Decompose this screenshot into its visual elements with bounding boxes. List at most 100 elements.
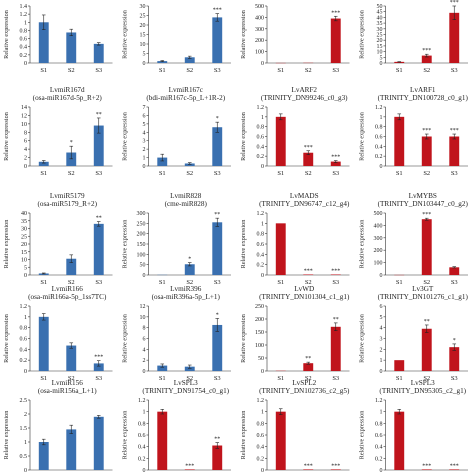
bar-s3 xyxy=(212,324,223,371)
y-tick-label: 1.2 xyxy=(20,304,28,310)
significance-label: *** xyxy=(450,0,459,6)
y-tick-label: 0.8 xyxy=(257,421,265,427)
chart-title-13-2: (osa-miR166a-5p_1ss7TC) xyxy=(28,293,107,301)
significance-label: *** xyxy=(304,145,313,151)
bar-s2 xyxy=(303,363,314,371)
y-tick-label: 0.2 xyxy=(257,263,265,269)
y-tick-label: 12 xyxy=(140,304,146,310)
x-tick-label: S1 xyxy=(40,375,47,382)
x-tick-label: S3 xyxy=(214,170,221,177)
y-tick-label: 10 xyxy=(21,122,27,128)
y-tick-label: 1.2 xyxy=(375,105,383,111)
chart-title-8-2: (TRINITY_DN100728_c0_g1) xyxy=(378,94,469,102)
y-tick-label: 0 xyxy=(143,164,146,170)
bar-s1 xyxy=(394,61,405,63)
y-tick-label: 0.6 xyxy=(20,37,28,43)
y-axis-label-18: Relative expression xyxy=(122,411,129,460)
chart-title-10-1: LvmiR828 xyxy=(170,192,202,200)
x-tick-label: S1 xyxy=(277,170,284,177)
chart-panel-8: LvARF1(TRINITY_DN100728_c0_g1) Relative e… xyxy=(359,86,469,177)
significance-label: ** xyxy=(333,317,339,323)
x-tick-label: S3 xyxy=(451,279,458,286)
y-tick-label: 0.8 xyxy=(257,125,265,131)
bar-s3 xyxy=(93,223,104,275)
y-tick-label: 12 xyxy=(21,113,27,119)
y-axis-label-20: Relative expression xyxy=(359,411,366,460)
y-tick-label: 5 xyxy=(143,122,146,128)
x-tick-label: S2 xyxy=(68,279,75,286)
y-tick-label: 0.6 xyxy=(138,433,146,439)
bar-s1 xyxy=(157,61,168,63)
x-tick-label: S2 xyxy=(423,67,430,74)
y-tick-label: 1 xyxy=(261,410,264,416)
y-tick-label: 0.2 xyxy=(20,53,28,59)
y-axis-label-19: Relative expression xyxy=(240,411,247,460)
bar-s3 xyxy=(449,267,460,275)
y-tick-label: 0.8 xyxy=(20,326,28,332)
x-tick-label: S3 xyxy=(332,170,339,177)
bar-s2 xyxy=(303,469,314,470)
y-tick-label: 0.2 xyxy=(138,456,146,462)
y-tick-label: 1.2 xyxy=(20,12,28,18)
chart-title-14-1: LvmiR396 xyxy=(170,285,202,293)
x-tick-label: S2 xyxy=(305,279,312,286)
y-tick-label: 0 xyxy=(380,369,383,375)
y-tick-label: 8 xyxy=(24,130,27,136)
significance-label: ** xyxy=(305,356,311,362)
y-axis-label-8: Relative expression xyxy=(359,112,366,161)
y-tick-label: 2 xyxy=(24,412,27,418)
y-tick-label: 1.2 xyxy=(375,398,383,404)
chart-title-11-1: LvMADS xyxy=(290,192,319,200)
y-tick-label: 100 xyxy=(255,343,264,349)
y-tick-label: 200 xyxy=(374,248,383,254)
x-tick-label: S3 xyxy=(95,279,102,286)
bar-s1 xyxy=(38,161,49,166)
y-tick-label: 1 xyxy=(261,115,264,121)
x-tick-label: S2 xyxy=(186,67,193,74)
chart-title-5-2: (osa-miR167d-5p_R+2) xyxy=(33,94,103,102)
y-tick-label: 30 xyxy=(21,227,27,233)
y-tick-label: 0.5 xyxy=(20,454,28,460)
y-tick-label: 1.4 xyxy=(20,4,28,10)
chart-panel-1: Relative expression 0 0.2 0.4 0.6 0.8 1 1.2 1.4 S… xyxy=(3,4,113,74)
chart-title-14-2: (osa-miR396a-5p_L+1) xyxy=(152,293,221,301)
bar-s2 xyxy=(421,469,432,470)
chart-title-17-2: (osa-miR156a_L+1) xyxy=(38,387,97,395)
y-tick-label: 0.8 xyxy=(138,421,146,427)
y-axis-label-5: Relative expression xyxy=(3,112,10,161)
y-axis-label-7: Relative expression xyxy=(240,112,247,161)
bar-s1 xyxy=(38,442,49,470)
y-tick-label: 250 xyxy=(255,304,264,310)
chart-title-7-1: LvARF2 xyxy=(291,86,317,94)
significance-label: *** xyxy=(304,268,313,274)
y-tick-label: 0 xyxy=(380,468,383,474)
y-tick-label: 0.6 xyxy=(20,337,28,343)
bar-s2 xyxy=(66,258,77,275)
significance-label: * xyxy=(188,257,191,263)
x-tick-label: S1 xyxy=(396,67,403,74)
x-tick-label: S2 xyxy=(305,170,312,177)
significance-label: *** xyxy=(213,8,222,14)
y-tick-label: 0.6 xyxy=(257,135,265,141)
y-tick-label: 0 xyxy=(24,61,27,67)
y-tick-label: 1 xyxy=(143,410,146,416)
y-tick-label: 10 xyxy=(21,258,27,264)
y-tick-label: 1 xyxy=(24,20,27,26)
y-tick-label: 400 xyxy=(374,223,383,229)
y-tick-label: 1 xyxy=(380,358,383,364)
y-tick-label: 0.2 xyxy=(257,154,265,160)
y-tick-label: 1.2 xyxy=(257,211,265,217)
x-tick-label: S3 xyxy=(95,170,102,177)
x-tick-label: S1 xyxy=(159,279,166,286)
x-tick-label: S1 xyxy=(159,170,166,177)
y-tick-label: 300 xyxy=(137,211,146,217)
y-tick-label: 0 xyxy=(24,273,27,279)
x-tick-label: S2 xyxy=(186,375,193,382)
y-tick-label: 4 xyxy=(143,130,146,136)
significance-label: *** xyxy=(331,155,340,161)
x-tick-label: S1 xyxy=(40,279,47,286)
x-tick-label: S2 xyxy=(423,375,430,382)
chart-panel-17: LvmiR156(osa-miR156a_L+1) Relative expres… xyxy=(3,379,113,474)
x-tick-label: S3 xyxy=(95,67,102,74)
y-tick-label: 50 xyxy=(140,263,146,269)
